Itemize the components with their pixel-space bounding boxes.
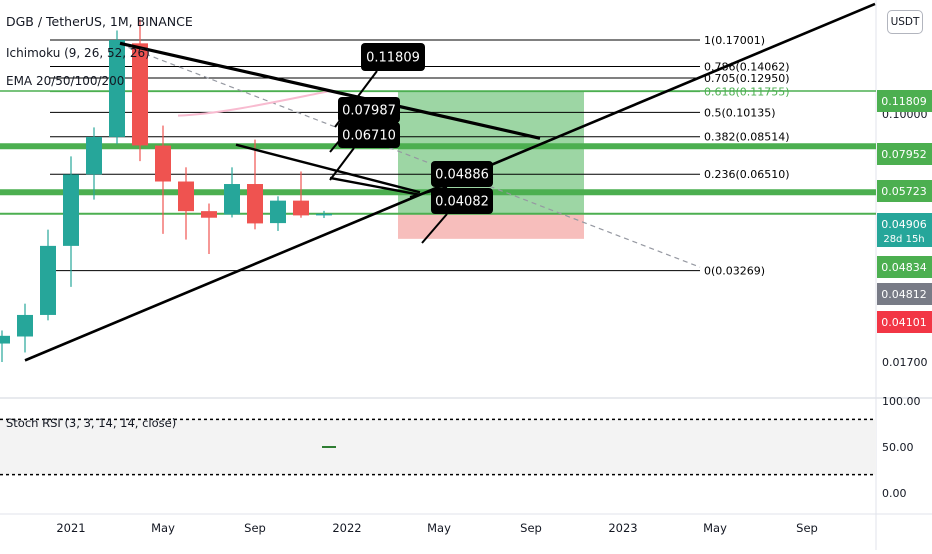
fib-level-label: 0.786(0.14062) bbox=[704, 61, 790, 74]
callout-box[interactable] bbox=[431, 161, 493, 187]
fib-level-label: 0.236(0.06510) bbox=[704, 168, 790, 181]
time-tick-label: 2023 bbox=[608, 521, 637, 535]
candle-body[interactable] bbox=[132, 43, 148, 146]
callout-pointer bbox=[329, 147, 355, 181]
price-scale-badge[interactable] bbox=[877, 143, 932, 165]
price-scale-badge[interactable] bbox=[877, 283, 932, 305]
time-tick-label: May bbox=[703, 521, 727, 535]
price-scale-value: 0.04906 bbox=[881, 218, 927, 231]
time-tick-label: May bbox=[151, 521, 175, 535]
candle-body[interactable] bbox=[316, 213, 332, 216]
candle-body[interactable] bbox=[0, 335, 10, 344]
fib-level-label: 0.5(0.10135) bbox=[704, 106, 776, 119]
price-scale-badge[interactable] bbox=[877, 180, 932, 202]
price-scale-countdown: 28d 15h bbox=[883, 234, 924, 245]
dashed-trendline[interactable] bbox=[119, 43, 701, 268]
candle-body[interactable] bbox=[17, 314, 33, 337]
stoch-rsi-legend[interactable]: Stoch RSI (3, 3, 14, 14, close) bbox=[6, 416, 177, 430]
callout-box[interactable] bbox=[361, 43, 425, 71]
price-tick-label: 0.01700 bbox=[882, 356, 928, 369]
candle-body[interactable] bbox=[178, 181, 194, 212]
channel-line-upper[interactable] bbox=[235, 143, 421, 194]
callout-label: 0.11809 bbox=[366, 51, 420, 66]
ema-line[interactable] bbox=[177, 90, 331, 117]
fib-level-label: 0.382(0.08514) bbox=[704, 131, 790, 144]
channel-line-lower[interactable] bbox=[329, 176, 421, 196]
price-scale-badge[interactable] bbox=[877, 213, 932, 247]
symbol-title[interactable]: DGB / TetherUS, 1M, BINANCE bbox=[6, 14, 193, 29]
time-tick-label: Sep bbox=[520, 521, 542, 535]
candle-body[interactable] bbox=[155, 145, 171, 182]
candle-body[interactable] bbox=[293, 200, 309, 216]
ema-legend[interactable]: EMA 20/50/100/200 bbox=[6, 74, 125, 88]
currency-button[interactable]: USDT bbox=[887, 10, 923, 34]
candle-body[interactable] bbox=[224, 184, 240, 215]
time-tick-label: Sep bbox=[244, 521, 266, 535]
candle-body[interactable] bbox=[63, 174, 79, 246]
time-tick-label: Sep bbox=[796, 521, 818, 535]
time-tick-label: 2021 bbox=[56, 521, 85, 535]
time-tick-label: May bbox=[427, 521, 451, 535]
candle-body[interactable] bbox=[201, 211, 217, 218]
callout-label: 0.04082 bbox=[435, 195, 489, 210]
loss-zone[interactable] bbox=[398, 213, 584, 239]
callout-label: 0.06710 bbox=[342, 129, 396, 144]
candle-body[interactable] bbox=[40, 245, 56, 315]
fib-level-label: 0.705(0.12950) bbox=[704, 72, 790, 85]
stoch-band-fill bbox=[0, 419, 876, 475]
price-scale-badge[interactable] bbox=[877, 311, 932, 333]
candle-body[interactable] bbox=[109, 40, 125, 137]
candle-body[interactable] bbox=[270, 200, 286, 224]
price-scale-value: 0.04101 bbox=[881, 316, 927, 329]
time-tick-label: 2022 bbox=[332, 521, 361, 535]
callout-label: 0.04886 bbox=[435, 168, 489, 183]
price-scale-value: 0.05723 bbox=[881, 185, 927, 198]
price-scale-value: 0.11809 bbox=[881, 95, 927, 108]
candle-body[interactable] bbox=[86, 136, 102, 175]
callout-box[interactable] bbox=[431, 188, 493, 214]
fib-level-label: 0(0.03269) bbox=[704, 265, 765, 278]
downtrend-line[interactable] bbox=[119, 41, 541, 140]
callout-label: 0.07987 bbox=[342, 104, 396, 119]
stoch-tick-label: 100.00 bbox=[882, 395, 921, 408]
stoch-tick-label: 0.00 bbox=[882, 487, 907, 500]
price-scale-badge[interactable] bbox=[877, 90, 932, 112]
callout-pointer bbox=[421, 213, 448, 244]
candle-body[interactable] bbox=[247, 184, 263, 224]
ichimoku-legend[interactable]: Ichimoku (9, 26, 52, 26) bbox=[6, 46, 150, 60]
fib-level-label: 1(0.17001) bbox=[704, 34, 765, 47]
price-scale-value: 0.04812 bbox=[881, 288, 927, 301]
price-scale-value: 0.04834 bbox=[881, 261, 927, 274]
fib-level-label: 0.618(0.11755) bbox=[704, 86, 790, 99]
callout-box[interactable] bbox=[338, 97, 400, 123]
stoch-tick-label: 50.00 bbox=[882, 441, 914, 454]
price-scale-value: 0.07952 bbox=[881, 148, 927, 161]
callout-box[interactable] bbox=[338, 122, 400, 148]
price-scale-badge[interactable] bbox=[877, 256, 932, 278]
